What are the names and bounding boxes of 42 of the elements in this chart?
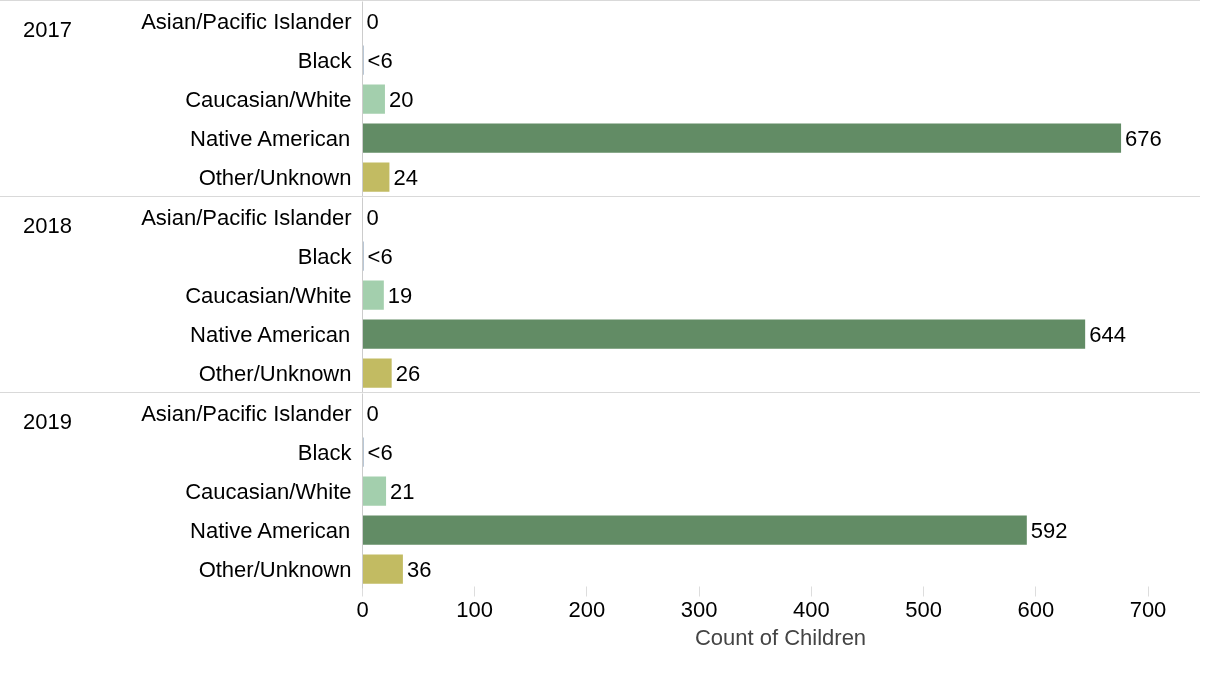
x-tick-label: 600: [1017, 596, 1055, 622]
y-tick-label: Caucasian/White: [185, 478, 352, 504]
x-tick-label: 500: [905, 596, 942, 622]
y-tick-label: Native American: [190, 321, 351, 347]
y-tick-label: Other/Unknown: [198, 360, 352, 386]
x-tick-label: 200: [568, 596, 606, 622]
y-tick-label: Asian/Pacific Islander: [141, 8, 352, 34]
y-tick-label: Native American: [190, 125, 351, 151]
data-label: 19: [387, 282, 413, 308]
text: 2019: [23, 408, 72, 436]
x-tick-label: 700: [1129, 596, 1167, 622]
y-tick-label: Asian/Pacific Islander: [141, 204, 352, 230]
y-tick-label: Caucasian/White: [185, 282, 352, 308]
x-tick-label: 400: [793, 596, 830, 622]
x-axis-title: Count of Children: [694, 624, 867, 650]
data-label: <6: [367, 243, 393, 269]
data-label: 676: [1125, 125, 1162, 151]
y-tick-label: Other/Unknown: [198, 164, 352, 190]
data-label: 21: [390, 478, 415, 504]
y-tick-label: Black: [297, 439, 353, 465]
data-label: 0: [366, 204, 379, 230]
y-tick-label: Asian/Pacific Islander: [141, 400, 352, 426]
data-label: 24: [393, 164, 418, 190]
data-label: 20: [388, 86, 414, 112]
data-label: 0: [366, 400, 379, 426]
text: 2017: [23, 16, 72, 44]
text: 2018: [23, 212, 72, 240]
y-tick-label: Caucasian/White: [185, 86, 352, 112]
data-label: 644: [1089, 321, 1126, 347]
data-label: <6: [367, 439, 393, 465]
data-label: 592: [1030, 517, 1068, 543]
data-label: 26: [395, 360, 421, 386]
y-tick-label: Native American: [190, 517, 351, 543]
x-tick-label: 0: [356, 596, 369, 622]
x-tick-label: 300: [680, 596, 718, 622]
y-tick-label: Black: [297, 243, 353, 269]
data-label: 36: [406, 556, 432, 582]
data-label: 0: [366, 8, 379, 34]
x-tick-label: 100: [456, 596, 494, 622]
y-tick-label: Other/Unknown: [198, 556, 352, 582]
y-tick-label: Black: [297, 47, 353, 73]
data-label: <6: [367, 47, 393, 73]
